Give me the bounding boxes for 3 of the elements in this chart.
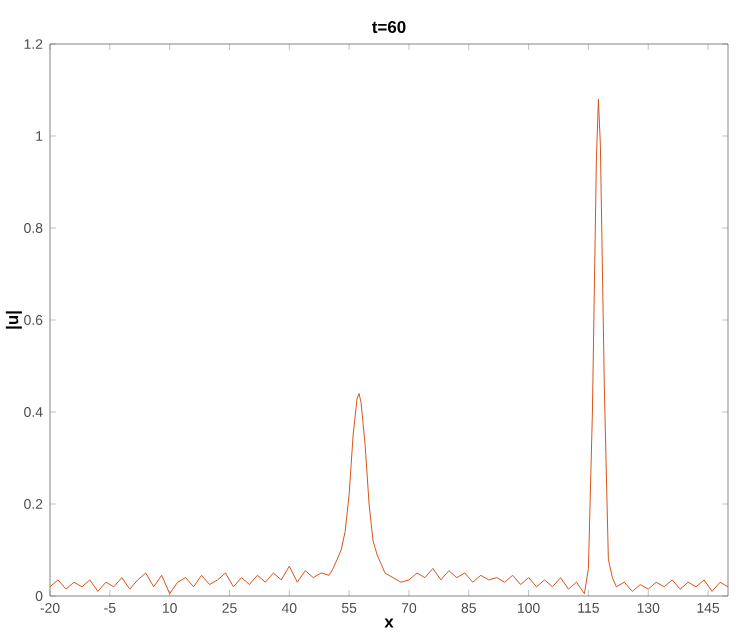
x-axis-title: x bbox=[384, 618, 394, 628]
chart-title: t=60 bbox=[372, 21, 406, 33]
y-axis-title: |u| bbox=[5, 311, 22, 329]
